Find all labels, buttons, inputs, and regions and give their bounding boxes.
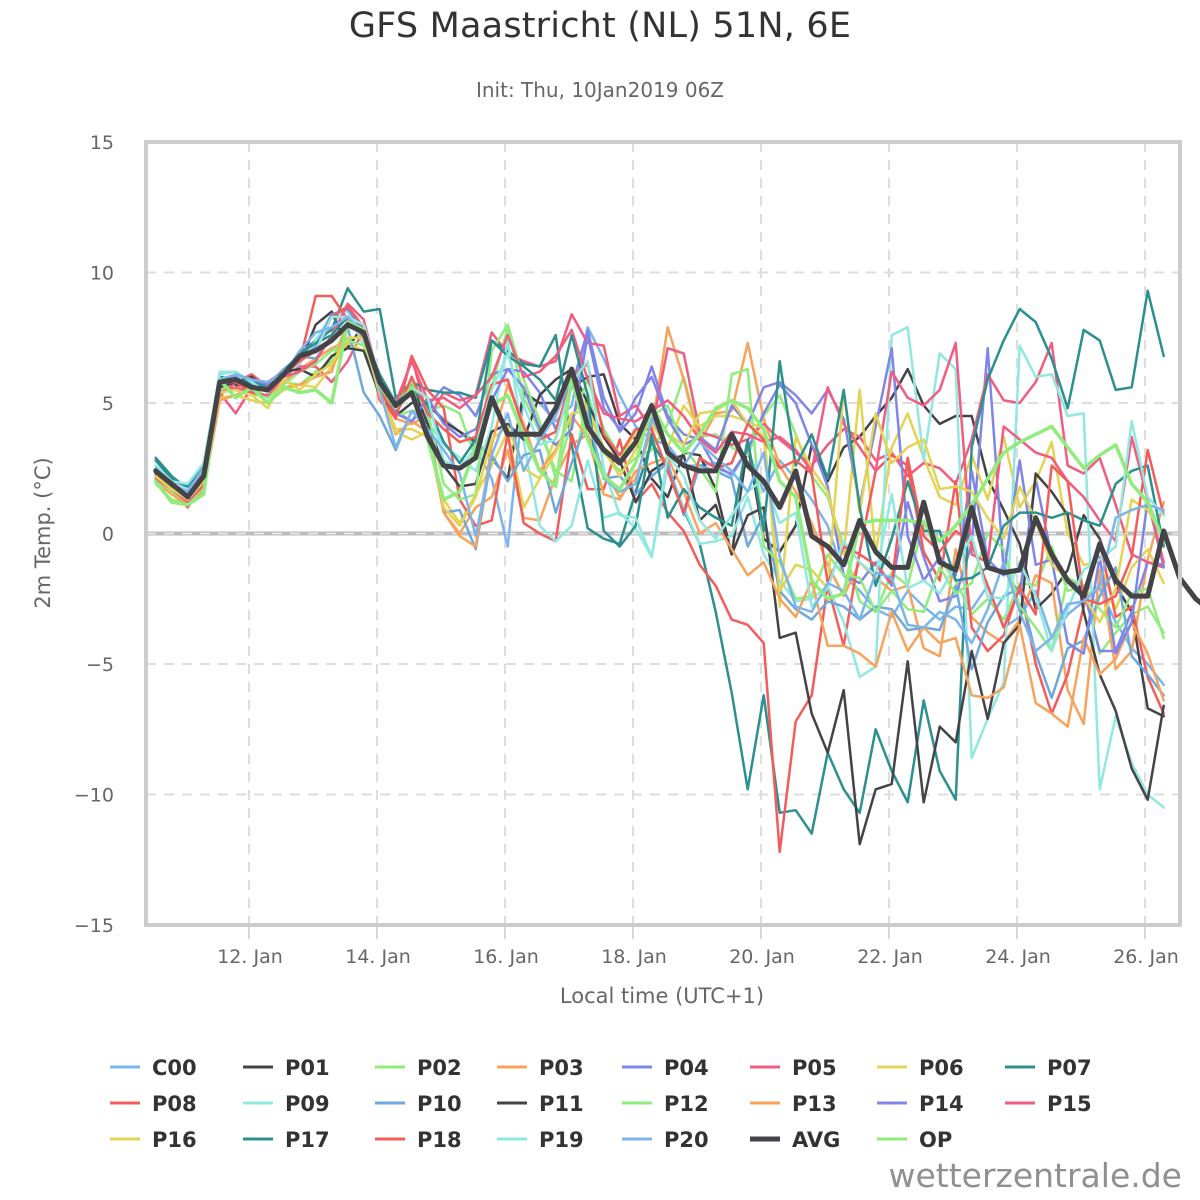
legend-label: P09 [285,1092,330,1116]
legend-item-p09[interactable]: P09 [243,1092,330,1116]
legend-item-c00[interactable]: C00 [110,1056,197,1080]
x-tick-label: 26. Jan [1113,946,1179,968]
series-group [153,286,1200,854]
legend-label: P10 [417,1092,462,1116]
legend-label: P17 [285,1128,330,1152]
legend-item-p18[interactable]: P18 [375,1128,462,1152]
legend-label: P13 [792,1092,837,1116]
legend-item-p03[interactable]: P03 [497,1056,584,1080]
legend-label: P16 [152,1128,197,1152]
legend-label: P11 [539,1092,584,1116]
plot-border [144,140,1182,927]
y-tick-label: 15 [90,132,114,154]
legend-item-p07[interactable]: P07 [1005,1056,1092,1080]
legend-item-p16[interactable]: P16 [110,1128,197,1152]
legend-label: AVG [792,1128,840,1152]
legend-item-p04[interactable]: P04 [622,1056,709,1080]
legend-label: OP [919,1128,952,1152]
legend-label: P15 [1047,1092,1092,1116]
chart-subtitle: Init: Thu, 10Jan2019 06Z [475,78,725,102]
legend-label: P12 [664,1092,709,1116]
legend-item-op[interactable]: OP [877,1128,952,1152]
x-tick-label: 18. Jan [601,946,667,968]
legend-label: P04 [664,1056,709,1080]
y-tick-label: −15 [74,915,114,937]
legend-item-p02[interactable]: P02 [375,1056,462,1080]
legend-label: P05 [792,1056,837,1080]
series-line-p19 [154,315,1165,653]
legend-label: P03 [539,1056,584,1080]
legend-label: P14 [919,1092,964,1116]
legend-label: P01 [285,1056,330,1080]
x-tick-label: 22. Jan [857,946,923,968]
legend-item-p19[interactable]: P19 [497,1128,584,1152]
legend-item-p12[interactable]: P12 [622,1092,709,1116]
legend-label: P18 [417,1128,462,1152]
legend-label: P07 [1047,1056,1092,1080]
legend-item-p13[interactable]: P13 [750,1092,837,1116]
chart-title: GFS Maastricht (NL) 51N, 6E [348,6,852,46]
legend-item-avg[interactable]: AVG [750,1128,840,1152]
y-tick-label: 5 [102,393,114,415]
legend-label: C00 [152,1056,197,1080]
legend-item-p01[interactable]: P01 [243,1056,330,1080]
series-line-p17 [154,315,1165,587]
legend-item-p15[interactable]: P15 [1005,1092,1092,1116]
legend-item-p10[interactable]: P10 [375,1092,462,1116]
y-axis-title: 2m Temp. (°C) [31,457,55,608]
x-tick-label: 12. Jan [217,946,283,968]
legend-item-p11[interactable]: P11 [497,1092,584,1116]
series-line-p12 [154,323,1165,653]
x-tick-label: 24. Jan [985,946,1051,968]
legend-item-p05[interactable]: P05 [750,1056,837,1080]
legend-item-p14[interactable]: P14 [877,1092,964,1116]
series-line-op [153,320,1166,601]
series-line-avg [153,322,1200,606]
legend-label: P20 [664,1128,709,1152]
x-tick-label: 16. Jan [473,946,539,968]
series-line-p03 [154,326,1165,726]
series-line-p07 [154,286,1165,835]
watermark: wetterzentrale.de [888,1156,1182,1195]
y-tick-label: 10 [90,263,114,285]
legend-item-p20[interactable]: P20 [622,1128,709,1152]
legend-label: P02 [417,1056,462,1080]
x-axis-title: Local time (UTC+1) [560,984,764,1008]
x-tick-label: 20. Jan [729,946,795,968]
y-tick-label: −5 [86,654,114,676]
legend-item-p17[interactable]: P17 [243,1128,330,1152]
legend-item-p08[interactable]: P08 [110,1092,197,1116]
legend-label: P06 [919,1056,964,1080]
legend-item-p06[interactable]: P06 [877,1056,964,1080]
x-tick-label: 14. Jan [345,946,411,968]
legend: C00 P01 P02 P03 P04 P05 P06 P07 P08 P09 P10 P11 P12 P… [110,1056,1092,1152]
legend-label: P08 [152,1092,197,1116]
x-axis-ticks: 12. Jan 14. Jan 16. Jan 18. Jan 20. Jan 22. J… [217,925,1179,968]
series-line-p11 [154,346,1165,846]
legend-label: P19 [539,1128,584,1152]
series-line-p13 [154,320,1165,728]
y-axis-ticks: 15 10 5 0 −5 −10 −15 [74,132,114,937]
y-tick-label: −10 [74,785,114,807]
y-tick-label: 0 [102,524,114,546]
